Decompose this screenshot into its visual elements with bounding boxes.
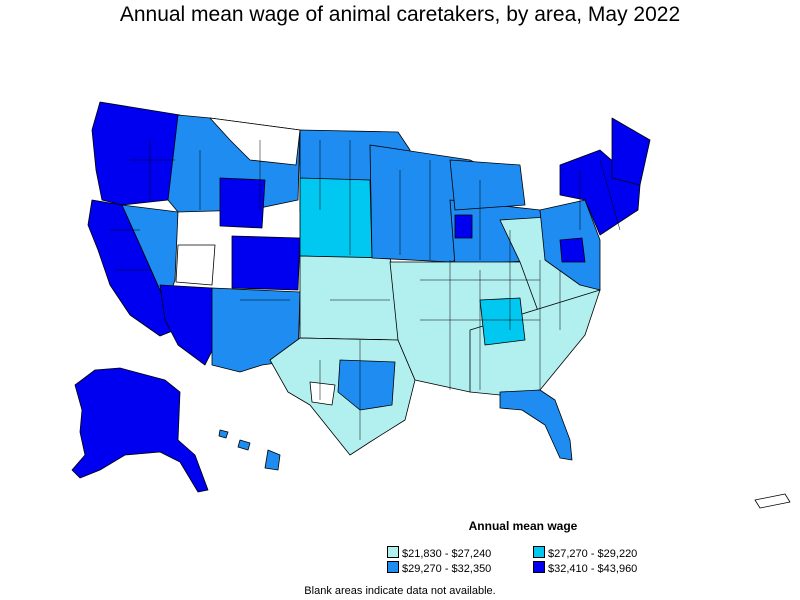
region-texas: [269, 337, 416, 456]
legend-item: $29,270 - $32,350: [387, 561, 491, 576]
region-montana-no-data: [209, 117, 301, 166]
region-utah-no-data: [175, 244, 216, 286]
region-alaska: [71, 367, 209, 493]
region-arizona-utah: [159, 284, 216, 366]
legend-label: $21,830 - $27,240: [402, 548, 492, 560]
legend-swatch: [387, 561, 399, 573]
region-southern-plains: [299, 255, 401, 341]
region-colorado: [231, 235, 301, 291]
region-dc-baltimore: [559, 237, 586, 263]
legend-swatch: [387, 546, 399, 558]
legend-title: Annual mean wage: [468, 519, 578, 533]
legend-label: $29,270 - $32,350: [402, 563, 492, 575]
region-hawaii-3: [237, 439, 251, 451]
legend-item: $27,270 - $29,220: [533, 546, 637, 561]
region-pacific-northwest: [91, 101, 181, 206]
region-florida: [499, 389, 573, 461]
region-central-plains: [299, 177, 373, 259]
us-regions: [71, 101, 791, 509]
region-hawaii-1: [264, 449, 281, 471]
legend-item: $32,410 - $43,960: [533, 561, 637, 576]
legend-item: $21,830 - $27,240: [387, 546, 491, 561]
region-texas-west-no-data: [309, 381, 336, 406]
region-maine: [611, 117, 651, 186]
region-texas-central: [337, 359, 396, 411]
region-wyoming: [219, 177, 266, 229]
legend-label: $32,410 - $43,960: [548, 563, 638, 575]
region-great-lakes: [449, 159, 526, 211]
legend-label: $27,270 - $29,220: [548, 548, 638, 560]
legend-swatch: [533, 546, 545, 558]
area-boundaries: [110, 140, 621, 440]
region-southeast-accents: [479, 297, 526, 346]
area-boundary-lines: [110, 140, 621, 440]
region-hawaii-2: [218, 429, 229, 439]
region-chicago: [454, 214, 473, 239]
legend-swatch: [533, 561, 545, 573]
footnote: Blank areas indicate data not available.: [304, 585, 496, 597]
region-puerto-rico: [754, 493, 791, 509]
map-title: Annual mean wage of animal caretakers, b…: [119, 3, 681, 26]
